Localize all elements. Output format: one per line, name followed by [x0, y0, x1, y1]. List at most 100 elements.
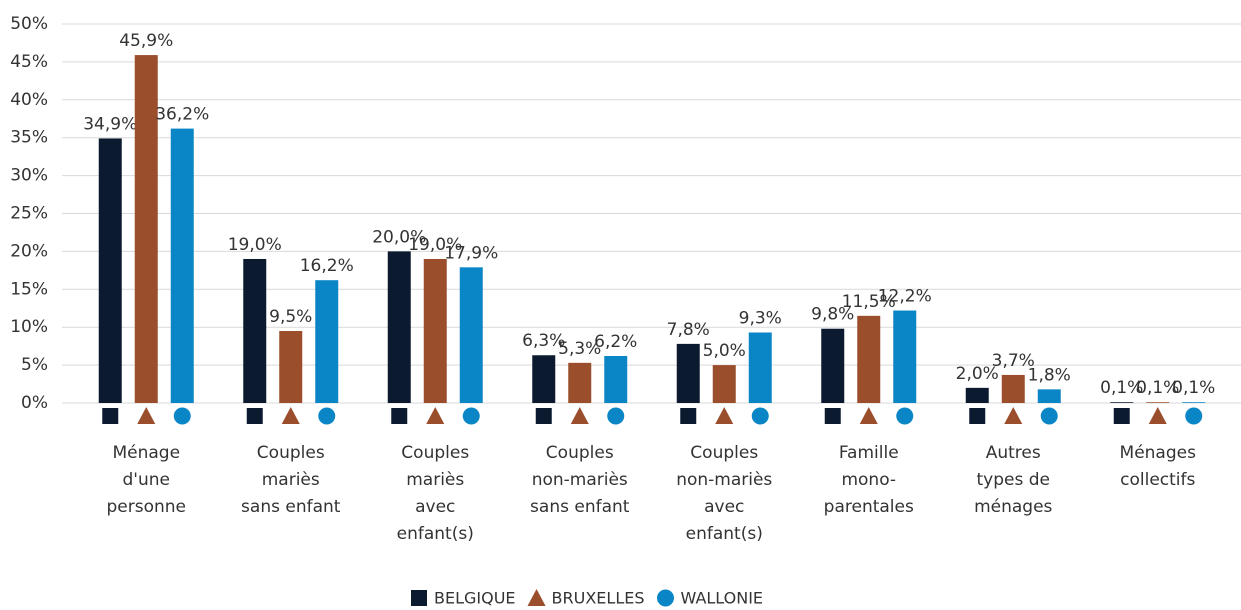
category-marker: [462, 407, 480, 425]
category-marker: [391, 408, 408, 424]
bar: [568, 362, 592, 403]
value-label: 36,2%: [155, 105, 209, 125]
bar: [712, 365, 736, 403]
bar: [134, 55, 158, 403]
x-tick-label: non-mariès: [532, 470, 628, 490]
bar: [459, 267, 483, 403]
legend-marker: [527, 589, 546, 606]
category-marker: [1004, 407, 1023, 424]
legend-marker: [657, 589, 674, 607]
y-tick-label: 20%: [10, 241, 48, 261]
value-label: 6,2%: [594, 332, 637, 352]
bar: [676, 343, 700, 403]
bar: [532, 355, 556, 403]
x-tick-label: avec: [704, 497, 744, 517]
x-tick-label: enfant(s): [397, 524, 474, 544]
bar: [279, 330, 303, 403]
y-tick-label: 40%: [10, 90, 48, 110]
value-label: 0,1%: [1100, 378, 1143, 398]
category-marker: [102, 408, 119, 424]
x-tick-label: collectifs: [1120, 470, 1195, 490]
category-marker: [570, 407, 589, 424]
value-label: 5,0%: [703, 341, 746, 361]
value-label: 19,0%: [228, 235, 282, 255]
x-tick-label: sans enfant: [241, 497, 341, 517]
bar: [748, 332, 772, 403]
category-marker: [1148, 407, 1167, 424]
value-label: 3,7%: [992, 351, 1035, 371]
bar: [243, 258, 267, 403]
value-label: 17,9%: [444, 243, 498, 263]
category-marker: [137, 407, 156, 424]
y-tick-label: 30%: [10, 166, 48, 186]
x-tick-label: Ménages: [1120, 443, 1197, 463]
x-tick-label: Couples: [546, 443, 614, 463]
x-tick-label: Couples: [401, 443, 469, 463]
y-tick-label: 45%: [10, 52, 48, 72]
value-label: 2,0%: [956, 364, 999, 384]
x-tick-label: Famille: [839, 443, 899, 463]
category-marker: [896, 407, 914, 425]
x-tick-label: sans enfant: [530, 497, 630, 517]
x-tick-label: mariès: [262, 470, 320, 490]
x-tick-label: mono-: [841, 470, 896, 490]
bar: [315, 280, 339, 403]
bar: [1001, 374, 1025, 403]
x-tick-label: avec: [415, 497, 455, 517]
value-label: 0,1%: [1136, 378, 1179, 398]
category-marker: [680, 408, 697, 424]
value-label: 45,9%: [119, 31, 173, 51]
x-tick-label: parentales: [824, 497, 914, 517]
y-tick-label: 10%: [10, 317, 48, 337]
bar: [423, 258, 447, 403]
bar: [387, 251, 411, 403]
x-tick-label: Couples: [257, 443, 325, 463]
x-tick-label: Autres: [986, 443, 1041, 463]
x-tick-label: enfant(s): [686, 524, 763, 544]
y-tick-label: 25%: [10, 204, 48, 224]
x-tick-label: types de: [977, 470, 1051, 490]
value-label: 6,3%: [522, 331, 565, 351]
y-tick-label: 35%: [10, 128, 48, 148]
bar: [1146, 402, 1170, 403]
category-marker: [859, 407, 878, 424]
value-label: 34,9%: [83, 114, 137, 134]
bar: [821, 328, 845, 403]
bar: [604, 356, 628, 403]
category-marker: [426, 407, 445, 424]
category-marker: [824, 408, 841, 424]
y-tick-label: 5%: [21, 355, 48, 375]
category-marker: [969, 408, 986, 424]
value-label: 9,5%: [269, 307, 312, 327]
x-tick-label: ménages: [974, 497, 1052, 517]
value-label: 7,8%: [667, 320, 710, 340]
category-marker: [246, 408, 263, 424]
bar: [170, 128, 194, 403]
category-marker: [281, 407, 300, 424]
value-label: 9,3%: [739, 309, 782, 329]
bar: [1182, 402, 1206, 403]
value-label: 12,2%: [878, 287, 932, 307]
x-tick-label: d'une: [123, 470, 170, 490]
bar: [857, 315, 881, 403]
x-tick-label: personne: [106, 497, 186, 517]
bar: [965, 387, 989, 403]
legend-label: BRUXELLES: [552, 589, 645, 608]
legend-label: BELGIQUE: [434, 589, 516, 608]
category-marker: [607, 407, 625, 425]
x-tick-label: Ménage: [112, 443, 180, 463]
legend-marker: [411, 590, 427, 606]
x-tick-label: mariès: [406, 470, 464, 490]
bar: [1110, 402, 1134, 403]
value-label: 9,8%: [811, 305, 854, 325]
bar: [1037, 389, 1061, 403]
category-marker: [1113, 408, 1130, 424]
value-label: 16,2%: [300, 256, 354, 276]
value-label: 11,5%: [842, 292, 896, 312]
bar: [893, 310, 917, 403]
value-label: 19,0%: [408, 235, 462, 255]
value-label: 1,8%: [1028, 365, 1071, 385]
value-label: 0,1%: [1172, 378, 1215, 398]
bar: [98, 138, 122, 403]
